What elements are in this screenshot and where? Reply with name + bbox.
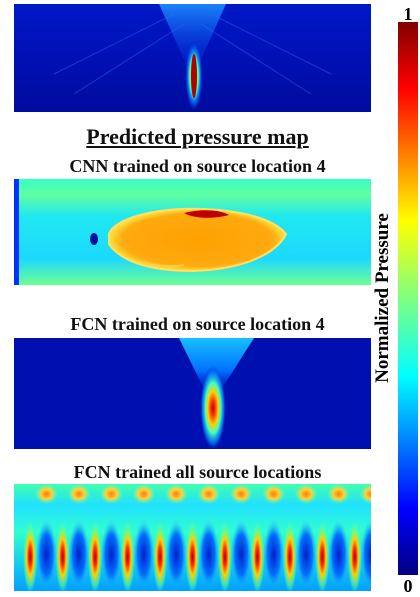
- heatmap-trough-2: [100, 520, 122, 589]
- heatmap-column-2: [87, 520, 103, 591]
- heatmap-top-lobe-5: [197, 484, 221, 504]
- heatmap-panel-fcn-single: [14, 338, 371, 449]
- heatmap-top-lobe-7: [262, 484, 285, 504]
- heatmap-top-lobe-4: [164, 484, 188, 504]
- colorbar-min-label: 0: [403, 576, 413, 596]
- heatmap-panel-cnn: [14, 179, 371, 285]
- colorbar-axis-label: Normalized Pressure: [372, 213, 393, 383]
- heatmap-top-lobe-0: [35, 484, 58, 504]
- heatmap-column-3: [120, 520, 135, 591]
- heatmap-title-cnn: CNN trained on source location 4: [69, 156, 326, 176]
- heatmap-trough-9: [328, 520, 349, 589]
- heatmap-trough-7: [263, 520, 285, 589]
- heatmap-trough-10: [360, 520, 371, 589]
- heatmap-column-4: [152, 520, 168, 591]
- colorbar-max-label: 1: [403, 4, 413, 24]
- heatmap-top-lobe-3: [132, 484, 156, 504]
- heatmap-fcn-single: [14, 338, 371, 449]
- heatmap-title-fcn-single: FCN trained on source location 4: [70, 314, 325, 334]
- colorbar-gradient: [398, 22, 418, 575]
- heatmap-reference: [14, 4, 371, 112]
- heatmap-trough-6: [230, 520, 252, 589]
- heatmap-trough-4: [165, 520, 187, 589]
- heatmap-trough-3: [133, 520, 155, 589]
- heatmap-trough-0: [36, 520, 57, 589]
- heatmap-top-lobe-1: [67, 484, 91, 504]
- heatmap-top-lobe-6: [229, 484, 253, 504]
- heatmap-column-10: [347, 520, 362, 591]
- heatmap-column-7: [250, 520, 265, 591]
- heatmap-column-6: [217, 520, 233, 591]
- heatmap-panel-reference: [14, 4, 371, 112]
- heatmap-column-9: [315, 520, 330, 591]
- heatmap-column-8: [282, 520, 298, 591]
- heatmap-top-lobe-8: [294, 484, 318, 504]
- heatmap-top-lobe-10: [359, 484, 371, 504]
- heatmap-top-lobe-2: [100, 484, 123, 504]
- heatmap-panel-fcn-all: [14, 484, 371, 591]
- heatmap-fcn-all: [14, 484, 371, 591]
- heatmap-trough-5: [198, 520, 220, 589]
- heatmap-top-lobe-9: [327, 484, 350, 504]
- heatmap-column-5: [185, 520, 200, 591]
- heatmap-trough-1: [68, 520, 90, 589]
- heatmap-column-1: [55, 520, 70, 591]
- heatmap-cnn: [14, 179, 371, 285]
- colorbar: [398, 22, 418, 575]
- heatmap-column-0: [23, 520, 38, 591]
- section-title: Predicted pressure map: [86, 124, 309, 149]
- heatmap-title-fcn-all: FCN trained all source locations: [73, 462, 322, 482]
- heatmap-trough-8: [295, 520, 317, 589]
